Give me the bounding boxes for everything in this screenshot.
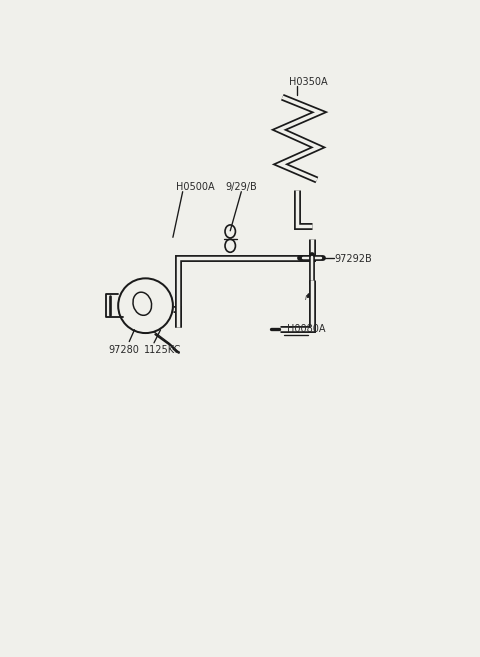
Text: 9/29/B: 9/29/B bbox=[226, 183, 257, 193]
Text: r: r bbox=[305, 294, 308, 302]
Text: 97292B: 97292B bbox=[335, 254, 372, 264]
Text: H0080A: H0080A bbox=[287, 324, 325, 334]
Text: 97280: 97280 bbox=[108, 346, 139, 355]
Text: H0500A: H0500A bbox=[176, 183, 215, 193]
Text: H0350A: H0350A bbox=[289, 77, 327, 87]
Text: 1125KC: 1125KC bbox=[144, 346, 181, 355]
